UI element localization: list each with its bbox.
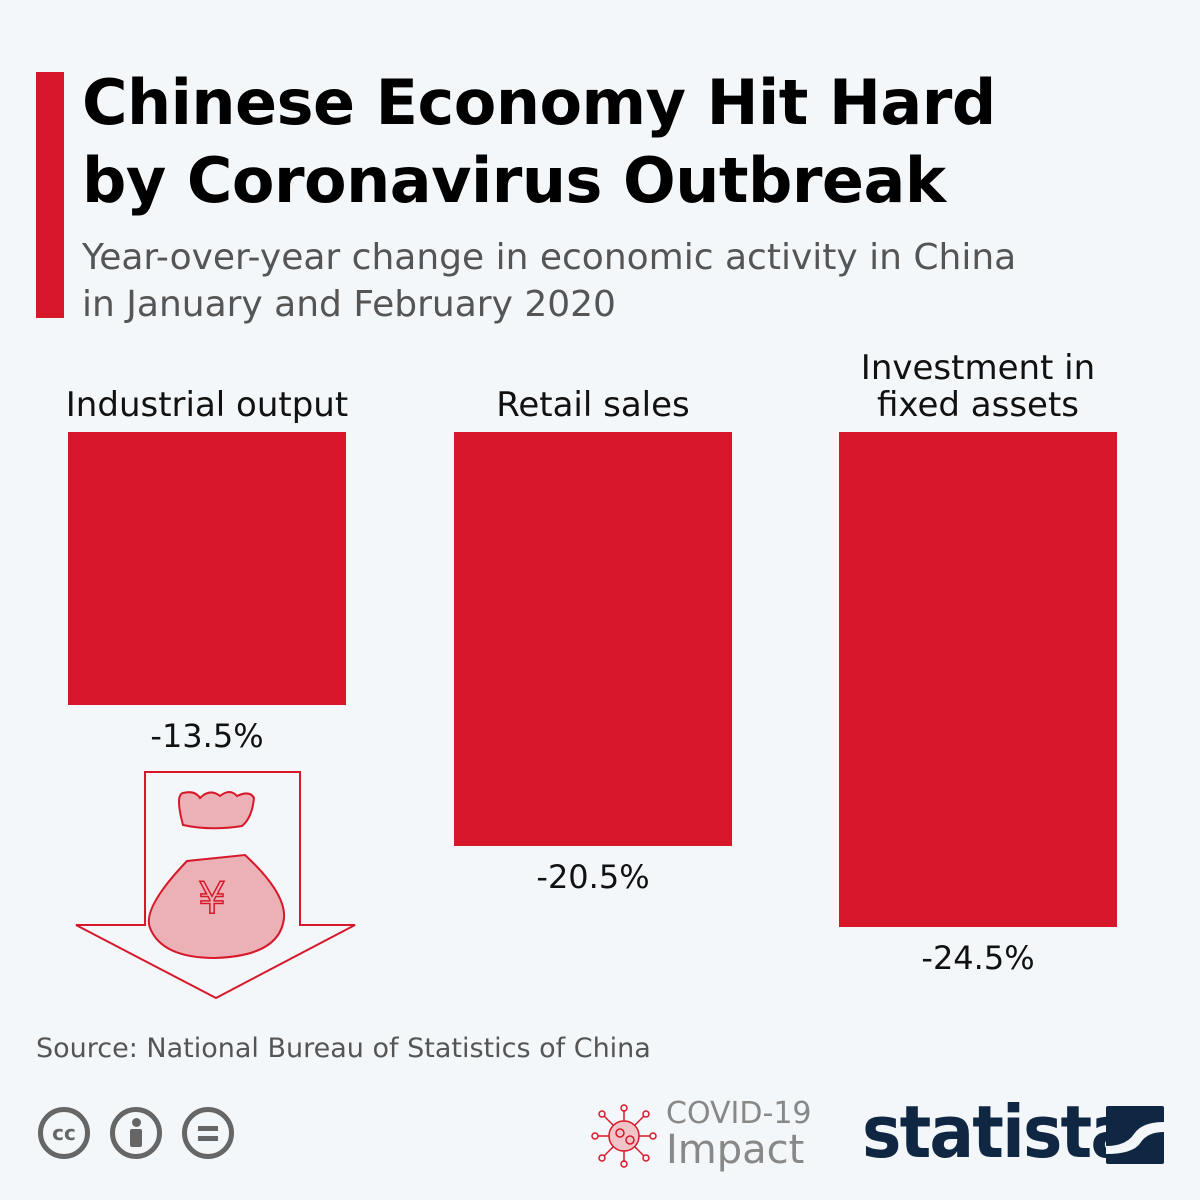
bar-2 xyxy=(839,432,1117,927)
covid-line-2: Impact xyxy=(666,1127,805,1173)
category-label-line: Industrial output xyxy=(65,385,349,425)
bar-0 xyxy=(68,432,346,705)
attribution-icon[interactable] xyxy=(110,1107,162,1159)
covid-line-1: COVID-19 xyxy=(666,1096,812,1131)
cc-icon[interactable]: cc xyxy=(38,1107,90,1159)
covid-impact-label: COVID-19 Impact xyxy=(666,1096,812,1173)
no-derivatives-icon[interactable] xyxy=(182,1107,234,1159)
statista-logo-mark-icon xyxy=(1106,1106,1164,1164)
chart-title: Chinese Economy Hit Hard by Coronavirus … xyxy=(82,64,996,220)
source-note: Source: National Bureau of Statistics of… xyxy=(36,1033,651,1064)
subtitle-line-1: Year-over-year change in economic activi… xyxy=(82,237,1017,278)
virus-icon xyxy=(591,1104,657,1168)
category-label: Investment in fixed assets xyxy=(808,350,1148,424)
title-accent-bar xyxy=(36,72,64,318)
category-label-line: Retail sales xyxy=(496,385,690,425)
category-label: Retail sales xyxy=(423,387,763,424)
value-label: -24.5% xyxy=(921,938,1035,977)
statista-logo[interactable]: statista xyxy=(862,1090,1135,1174)
subtitle-line-2: in January and February 2020 xyxy=(82,284,616,325)
category-label: Industrial output xyxy=(37,387,377,424)
money-bag-down-arrow-icon: ¥ xyxy=(75,771,356,1000)
category-label-line: fixed assets xyxy=(876,385,1080,425)
value-label: -13.5% xyxy=(150,716,264,755)
bar-1 xyxy=(454,432,732,847)
title-line-1: Chinese Economy Hit Hard xyxy=(82,66,996,139)
svg-text:¥: ¥ xyxy=(198,873,226,924)
title-line-2: by Coronavirus Outbreak xyxy=(82,144,946,217)
chart-subtitle: Year-over-year change in economic activi… xyxy=(82,234,1082,328)
value-label: -20.5% xyxy=(536,858,650,897)
category-label-line: Investment in xyxy=(860,348,1096,388)
